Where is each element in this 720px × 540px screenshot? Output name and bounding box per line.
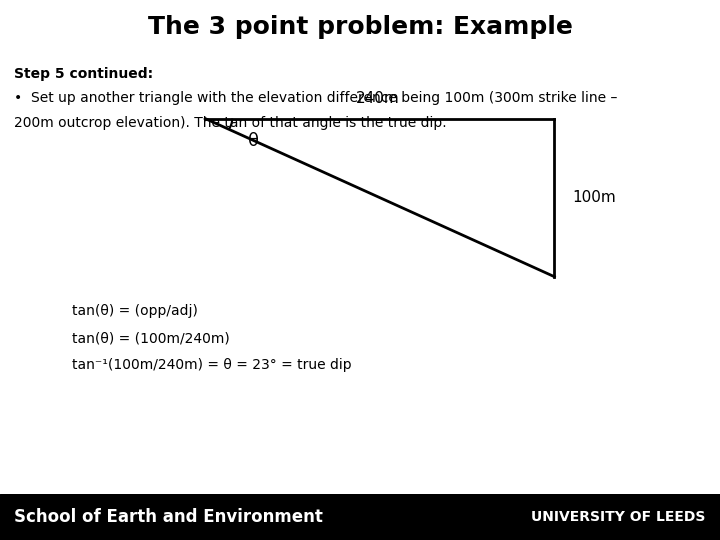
Text: School of Earth and Environment: School of Earth and Environment [14, 508, 323, 526]
Text: 200m outcrop elevation). The tan of that angle is the true dip.: 200m outcrop elevation). The tan of that… [14, 116, 447, 130]
Text: tan(θ) = (100m/240m): tan(θ) = (100m/240m) [72, 331, 230, 345]
Text: tan(θ) = (opp/adj): tan(θ) = (opp/adj) [72, 304, 198, 318]
Text: Step 5 continued:: Step 5 continued: [14, 67, 153, 80]
Text: θ: θ [248, 132, 259, 150]
Text: •  Set up another triangle with the elevation difference being 100m (300m strike: • Set up another triangle with the eleva… [14, 91, 618, 105]
Text: The 3 point problem: Example: The 3 point problem: Example [148, 15, 572, 39]
Text: tan⁻¹(100m/240m) = θ = 23° = true dip: tan⁻¹(100m/240m) = θ = 23° = true dip [72, 358, 351, 372]
Text: 240m: 240m [356, 91, 400, 106]
Text: UNIVERSITY OF LEEDS: UNIVERSITY OF LEEDS [531, 510, 706, 524]
Text: 100m: 100m [572, 190, 616, 205]
